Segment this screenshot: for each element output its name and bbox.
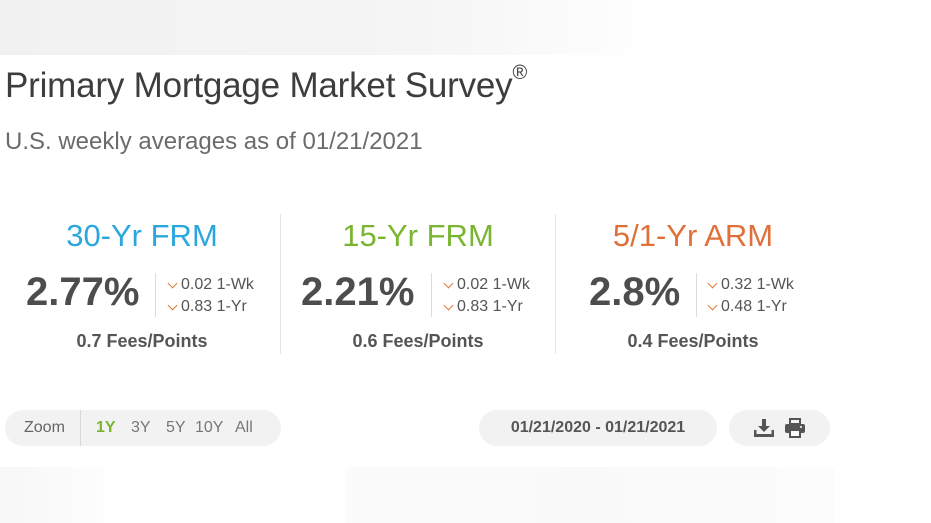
fees-points: 0.4 Fees/Points bbox=[627, 331, 759, 351]
zoom-option-5y[interactable]: 5Y bbox=[166, 419, 186, 436]
zoom-option-1y[interactable]: 1Y bbox=[96, 419, 116, 436]
fees-points: 0.7 Fees/Points bbox=[76, 331, 208, 351]
chevron-down-icon bbox=[167, 278, 178, 289]
rate-card-5-1yr-arm: 5/1-Yr ARM 2.8% 0.32 1-Wk 0.48 1-Yr 0.4 … bbox=[555, 212, 831, 354]
year-change-text: 0.83 1-Yr bbox=[181, 298, 247, 315]
print-icon[interactable] bbox=[784, 418, 806, 443]
week-change-text: 0.32 1-Wk bbox=[721, 276, 794, 293]
date-range-selector[interactable]: 01/21/2020 - 01/21/2021 bbox=[479, 410, 717, 446]
week-change-text: 0.02 1-Wk bbox=[457, 276, 530, 293]
year-change-text: 0.83 1-Yr bbox=[457, 298, 523, 315]
rate-card-15yr-frm: 15-Yr FRM 2.21% 0.02 1-Wk 0.83 1-Yr 0.6 … bbox=[280, 212, 556, 354]
download-icon[interactable] bbox=[753, 418, 775, 443]
page-title: Primary Mortgage Market Survey® bbox=[5, 62, 527, 106]
zoom-divider bbox=[80, 410, 81, 446]
week-change: 0.02 1-Wk bbox=[443, 276, 530, 294]
change-divider bbox=[155, 273, 156, 317]
chevron-down-icon bbox=[443, 278, 454, 289]
zoom-label: Zoom bbox=[24, 419, 65, 436]
year-change: 0.83 1-Yr bbox=[443, 298, 523, 316]
page-subtitle: U.S. weekly averages as of 01/21/2021 bbox=[5, 128, 423, 155]
week-change: 0.32 1-Wk bbox=[707, 276, 794, 294]
zoom-option-3y[interactable]: 3Y bbox=[131, 419, 151, 436]
rate-value: 2.8% bbox=[589, 270, 681, 314]
page-title-text: Primary Mortgage Market Survey bbox=[5, 66, 513, 105]
card-divider bbox=[280, 214, 281, 354]
rate-card-title: 15-Yr FRM bbox=[342, 218, 494, 253]
zoom-selector: Zoom 1Y 3Y 5Y 10Y All bbox=[5, 410, 281, 446]
week-change: 0.02 1-Wk bbox=[167, 276, 254, 294]
change-divider bbox=[696, 273, 697, 317]
zoom-option-all[interactable]: All bbox=[235, 419, 253, 436]
year-change-text: 0.48 1-Yr bbox=[721, 298, 787, 315]
rate-card-title: 5/1-Yr ARM bbox=[612, 218, 774, 253]
rate-card-title: 30-Yr FRM bbox=[66, 218, 218, 253]
faded-chart-area bbox=[0, 467, 105, 523]
faded-chart-area bbox=[345, 467, 835, 523]
rate-value: 2.77% bbox=[26, 270, 140, 314]
zoom-option-10y[interactable]: 10Y bbox=[195, 419, 224, 436]
week-change-text: 0.02 1-Wk bbox=[181, 276, 254, 293]
chart-tools bbox=[729, 410, 830, 446]
year-change: 0.48 1-Yr bbox=[707, 298, 787, 316]
card-divider bbox=[555, 214, 556, 354]
top-banner-band bbox=[0, 0, 931, 55]
chevron-down-icon bbox=[443, 300, 454, 311]
fees-points: 0.6 Fees/Points bbox=[352, 331, 484, 351]
chevron-down-icon bbox=[707, 300, 718, 311]
rate-card-30yr-frm: 30-Yr FRM 2.77% 0.02 1-Wk 0.83 1-Yr 0.7 … bbox=[0, 212, 284, 354]
chevron-down-icon bbox=[167, 300, 178, 311]
year-change: 0.83 1-Yr bbox=[167, 298, 247, 316]
chevron-down-icon bbox=[707, 278, 718, 289]
change-divider bbox=[431, 273, 432, 317]
registered-mark: ® bbox=[512, 62, 528, 84]
rate-value: 2.21% bbox=[301, 270, 415, 314]
